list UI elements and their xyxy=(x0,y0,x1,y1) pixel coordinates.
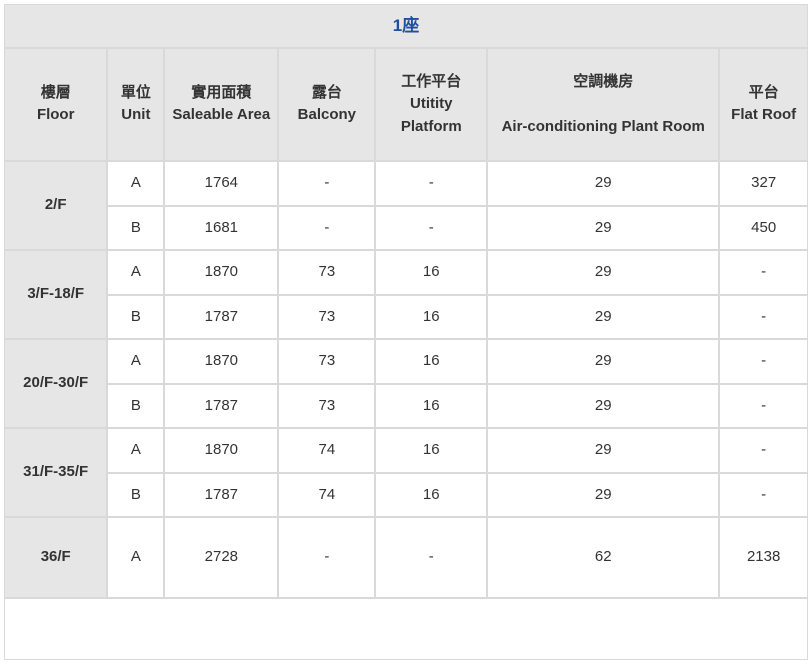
ac-room-cell: 29 xyxy=(487,250,719,295)
utility-platform-cell: 16 xyxy=(375,295,487,340)
table-row: 36/FA2728--622138 xyxy=(4,517,808,598)
ac-room-cell: 29 xyxy=(487,161,719,206)
saleable-area-cell: 1787 xyxy=(164,384,278,429)
ac-room-cell: 29 xyxy=(487,206,719,251)
saleable-area-cell: 2728 xyxy=(164,517,278,598)
column-header-zh: 實用面積 xyxy=(169,82,273,105)
saleable-area-cell: 1787 xyxy=(164,295,278,340)
saleable-area-cell: 1764 xyxy=(164,161,278,206)
ac-room-cell: 29 xyxy=(487,473,719,518)
column-header: 樓層Floor xyxy=(4,48,107,162)
column-header-en: Balcony xyxy=(283,104,370,127)
utility-platform-cell: 16 xyxy=(375,473,487,518)
flat-roof-cell: - xyxy=(719,473,808,518)
flat-roof-cell: - xyxy=(719,295,808,340)
utility-platform-cell: 16 xyxy=(375,428,487,473)
column-header-en: Utitity Platform xyxy=(380,93,482,138)
balcony-cell: - xyxy=(278,161,375,206)
table-row: B1681--29450 xyxy=(4,206,808,251)
utility-platform-cell: 16 xyxy=(375,384,487,429)
balcony-cell: - xyxy=(278,517,375,598)
flat-roof-cell: - xyxy=(719,384,808,429)
table-row: 3/F-18/FA1870731629- xyxy=(4,250,808,295)
table-row: 31/F-35/FA1870741629- xyxy=(4,428,808,473)
utility-platform-cell: - xyxy=(375,517,487,598)
saleable-area-cell: 1870 xyxy=(164,250,278,295)
balcony-cell: 73 xyxy=(278,384,375,429)
column-header-en: Flat Roof xyxy=(724,104,803,127)
unit-cell: A xyxy=(107,339,164,384)
floor-label: 2/F xyxy=(4,161,107,250)
column-header-zh: 工作平台 xyxy=(380,71,482,94)
column-header: 空調機房 Air-conditioning Plant Room xyxy=(487,48,719,162)
balcony-cell: 73 xyxy=(278,250,375,295)
column-header-en: Floor xyxy=(9,104,102,127)
ac-room-cell: 29 xyxy=(487,339,719,384)
balcony-cell: 73 xyxy=(278,339,375,384)
column-header-en: Unit xyxy=(112,104,159,127)
flat-roof-cell: - xyxy=(719,250,808,295)
column-header: 平台Flat Roof xyxy=(719,48,808,162)
balcony-cell: 74 xyxy=(278,428,375,473)
floor-label: 3/F-18/F xyxy=(4,250,107,339)
utility-platform-cell: - xyxy=(375,206,487,251)
balcony-cell: 74 xyxy=(278,473,375,518)
unit-cell: A xyxy=(107,428,164,473)
ac-room-cell: 29 xyxy=(487,428,719,473)
saleable-area-cell: 1870 xyxy=(164,428,278,473)
area-schedule-table: 1座 樓層Floor單位Unit實用面積Saleable Area露台Balco… xyxy=(4,4,808,660)
column-header: 實用面積Saleable Area xyxy=(164,48,278,162)
column-header-en: Saleable Area xyxy=(169,104,273,127)
unit-cell: A xyxy=(107,250,164,295)
column-header-zh: 單位 xyxy=(112,82,159,105)
unit-cell: B xyxy=(107,206,164,251)
flat-roof-cell: - xyxy=(719,339,808,384)
flat-roof-cell: 450 xyxy=(719,206,808,251)
column-header: 工作平台Utitity Platform xyxy=(375,48,487,162)
floor-label: 36/F xyxy=(4,517,107,598)
footer-spacer-row xyxy=(4,598,808,660)
table-row: B1787741629- xyxy=(4,473,808,518)
unit-cell: B xyxy=(107,384,164,429)
unit-cell: A xyxy=(107,161,164,206)
unit-cell: B xyxy=(107,473,164,518)
column-header-zh: 露台 xyxy=(283,82,370,105)
balcony-cell: 73 xyxy=(278,295,375,340)
ac-room-cell: 29 xyxy=(487,295,719,340)
ac-room-cell: 29 xyxy=(487,384,719,429)
utility-platform-cell: - xyxy=(375,161,487,206)
table-row: 20/F-30/FA1870731629- xyxy=(4,339,808,384)
column-header-zh: 樓層 xyxy=(9,82,102,105)
utility-platform-cell: 16 xyxy=(375,250,487,295)
column-header: 露台Balcony xyxy=(278,48,375,162)
column-header-zh: 空調機房 xyxy=(492,71,714,94)
floor-label: 20/F-30/F xyxy=(4,339,107,428)
flat-roof-cell: - xyxy=(719,428,808,473)
floor-label: 31/F-35/F xyxy=(4,428,107,517)
column-header-zh: 平台 xyxy=(724,82,803,105)
column-header-en: Air-conditioning Plant Room xyxy=(492,116,714,139)
unit-cell: B xyxy=(107,295,164,340)
ac-room-cell: 62 xyxy=(487,517,719,598)
table-title: 1座 xyxy=(4,4,808,48)
table-row: B1787731629- xyxy=(4,384,808,429)
saleable-area-cell: 1870 xyxy=(164,339,278,384)
saleable-area-cell: 1787 xyxy=(164,473,278,518)
balcony-cell: - xyxy=(278,206,375,251)
table-row: 2/FA1764--29327 xyxy=(4,161,808,206)
column-header: 單位Unit xyxy=(107,48,164,162)
flat-roof-cell: 327 xyxy=(719,161,808,206)
table-row: B1787731629- xyxy=(4,295,808,340)
utility-platform-cell: 16 xyxy=(375,339,487,384)
saleable-area-cell: 1681 xyxy=(164,206,278,251)
unit-cell: A xyxy=(107,517,164,598)
flat-roof-cell: 2138 xyxy=(719,517,808,598)
